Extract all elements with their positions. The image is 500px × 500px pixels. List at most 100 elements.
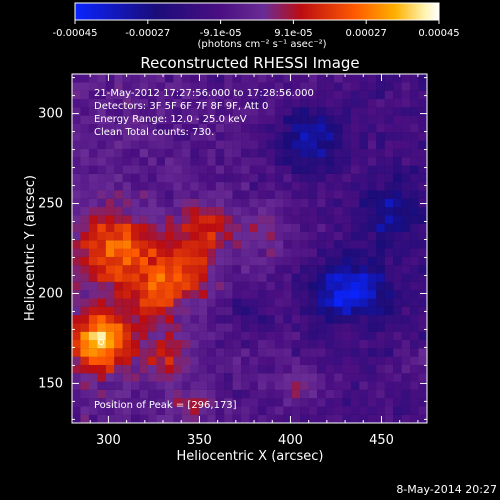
- heatmap-cell: [410, 165, 419, 174]
- heatmap-cell: [266, 281, 275, 291]
- heatmap-cell: [215, 90, 225, 100]
- heatmap-cell: [114, 364, 123, 374]
- heatmap-cell: [88, 406, 98, 415]
- heatmap-cell: [114, 406, 123, 415]
- heatmap-cell: [410, 414, 419, 423]
- heatmap-cell: [164, 273, 174, 282]
- heatmap-cell: [88, 190, 98, 199]
- heatmap-cell: [131, 398, 140, 407]
- heatmap-cell: [105, 198, 115, 208]
- heatmap-cell: [80, 406, 90, 415]
- heatmap-cell: [308, 306, 318, 316]
- heatmap-cell: [80, 206, 90, 216]
- heatmap-cell: [122, 323, 132, 332]
- heatmap-cell: [207, 406, 216, 415]
- heatmap-cell: [410, 314, 419, 324]
- heatmap-cell: [274, 173, 284, 183]
- heatmap-cell: [156, 157, 166, 166]
- heatmap-layer: [72, 74, 427, 423]
- heatmap-cell: [114, 215, 123, 224]
- heatmap-cell: [291, 182, 301, 191]
- heatmap-cell: [122, 190, 132, 199]
- heatmap-cell: [401, 306, 411, 316]
- heatmap-cell: [410, 265, 419, 274]
- heatmap-cell: [131, 223, 140, 233]
- heatmap-cell: [359, 223, 368, 233]
- heatmap-cell: [190, 74, 199, 83]
- heatmap-cell: [224, 398, 233, 407]
- heatmap-cell: [122, 74, 132, 83]
- heatmap-cell: [122, 406, 132, 415]
- heatmap-cell: [257, 107, 267, 116]
- heatmap-cell: [97, 90, 106, 100]
- heatmap-cell: [181, 331, 191, 341]
- heatmap-cell: [393, 82, 402, 91]
- heatmap-cell: [80, 348, 90, 357]
- heatmap-cell: [410, 115, 419, 125]
- heatmap-cell: [249, 248, 259, 257]
- heatmap-cell: [300, 381, 309, 390]
- heatmap-cell: [249, 331, 259, 341]
- heatmap-cell: [173, 165, 183, 174]
- heatmap-cell: [181, 414, 191, 423]
- heatmap-cell: [241, 140, 250, 149]
- heatmap-cell: [410, 356, 419, 365]
- heatmap-cell: [418, 157, 427, 166]
- heatmap-cell: [139, 298, 149, 307]
- heatmap-cell: [342, 74, 352, 83]
- heatmap-cell: [198, 74, 208, 83]
- heatmap-cell: [224, 173, 233, 183]
- heatmap-cell: [342, 414, 352, 423]
- heatmap-cell: [249, 165, 259, 174]
- heatmap-cell: [359, 331, 368, 341]
- heatmap-cell: [334, 148, 343, 158]
- heatmap-cell: [359, 74, 368, 83]
- heatmap-cell: [156, 256, 166, 266]
- heatmap-cell: [334, 290, 343, 299]
- heatmap-cell: [359, 140, 368, 149]
- heatmap-cell: [274, 98, 284, 108]
- heatmap-cell: [80, 157, 90, 166]
- heatmap-cell: [181, 173, 191, 183]
- heatmap-cell: [350, 406, 360, 415]
- heatmap-cell: [257, 256, 267, 266]
- heatmap-cell: [317, 398, 326, 407]
- heatmap-cell: [350, 82, 360, 91]
- heatmap-cell: [156, 74, 166, 83]
- heatmap-cell: [283, 306, 292, 316]
- heatmap-cell: [376, 123, 385, 133]
- heatmap-cell: [232, 256, 242, 266]
- heatmap-cell: [401, 314, 411, 324]
- heatmap-cell: [156, 198, 166, 208]
- heatmap-cell: [105, 240, 115, 249]
- heatmap-cell: [164, 215, 174, 224]
- x-tick-label: 300: [96, 433, 121, 448]
- heatmap-cell: [367, 132, 377, 141]
- heatmap-cell: [266, 115, 275, 125]
- heatmap-cell: [131, 215, 140, 224]
- heatmap-cell: [88, 90, 98, 100]
- heatmap-cell: [241, 348, 250, 357]
- heatmap-cell: [164, 182, 174, 191]
- heatmap-cell: [241, 339, 250, 349]
- heatmap-cell: [131, 364, 140, 374]
- heatmap-cell: [249, 190, 259, 199]
- heatmap-cell: [410, 364, 419, 374]
- heatmap-cell: [232, 265, 242, 274]
- heatmap-cell: [266, 206, 275, 216]
- heatmap-cell: [384, 290, 394, 299]
- heatmap-cell: [334, 381, 343, 390]
- heatmap-cell: [190, 148, 199, 158]
- heatmap-cell: [122, 82, 132, 91]
- heatmap-cell: [181, 373, 191, 382]
- heatmap-cell: [274, 273, 284, 282]
- heatmap-cell: [393, 323, 402, 332]
- heatmap-cell: [122, 215, 132, 224]
- heatmap-cell: [283, 414, 292, 423]
- heatmap-cell: [401, 107, 411, 116]
- heatmap-cell: [241, 82, 250, 91]
- heatmap-cell: [114, 98, 123, 108]
- heatmap-cell: [80, 373, 90, 382]
- heatmap-cell: [384, 215, 394, 224]
